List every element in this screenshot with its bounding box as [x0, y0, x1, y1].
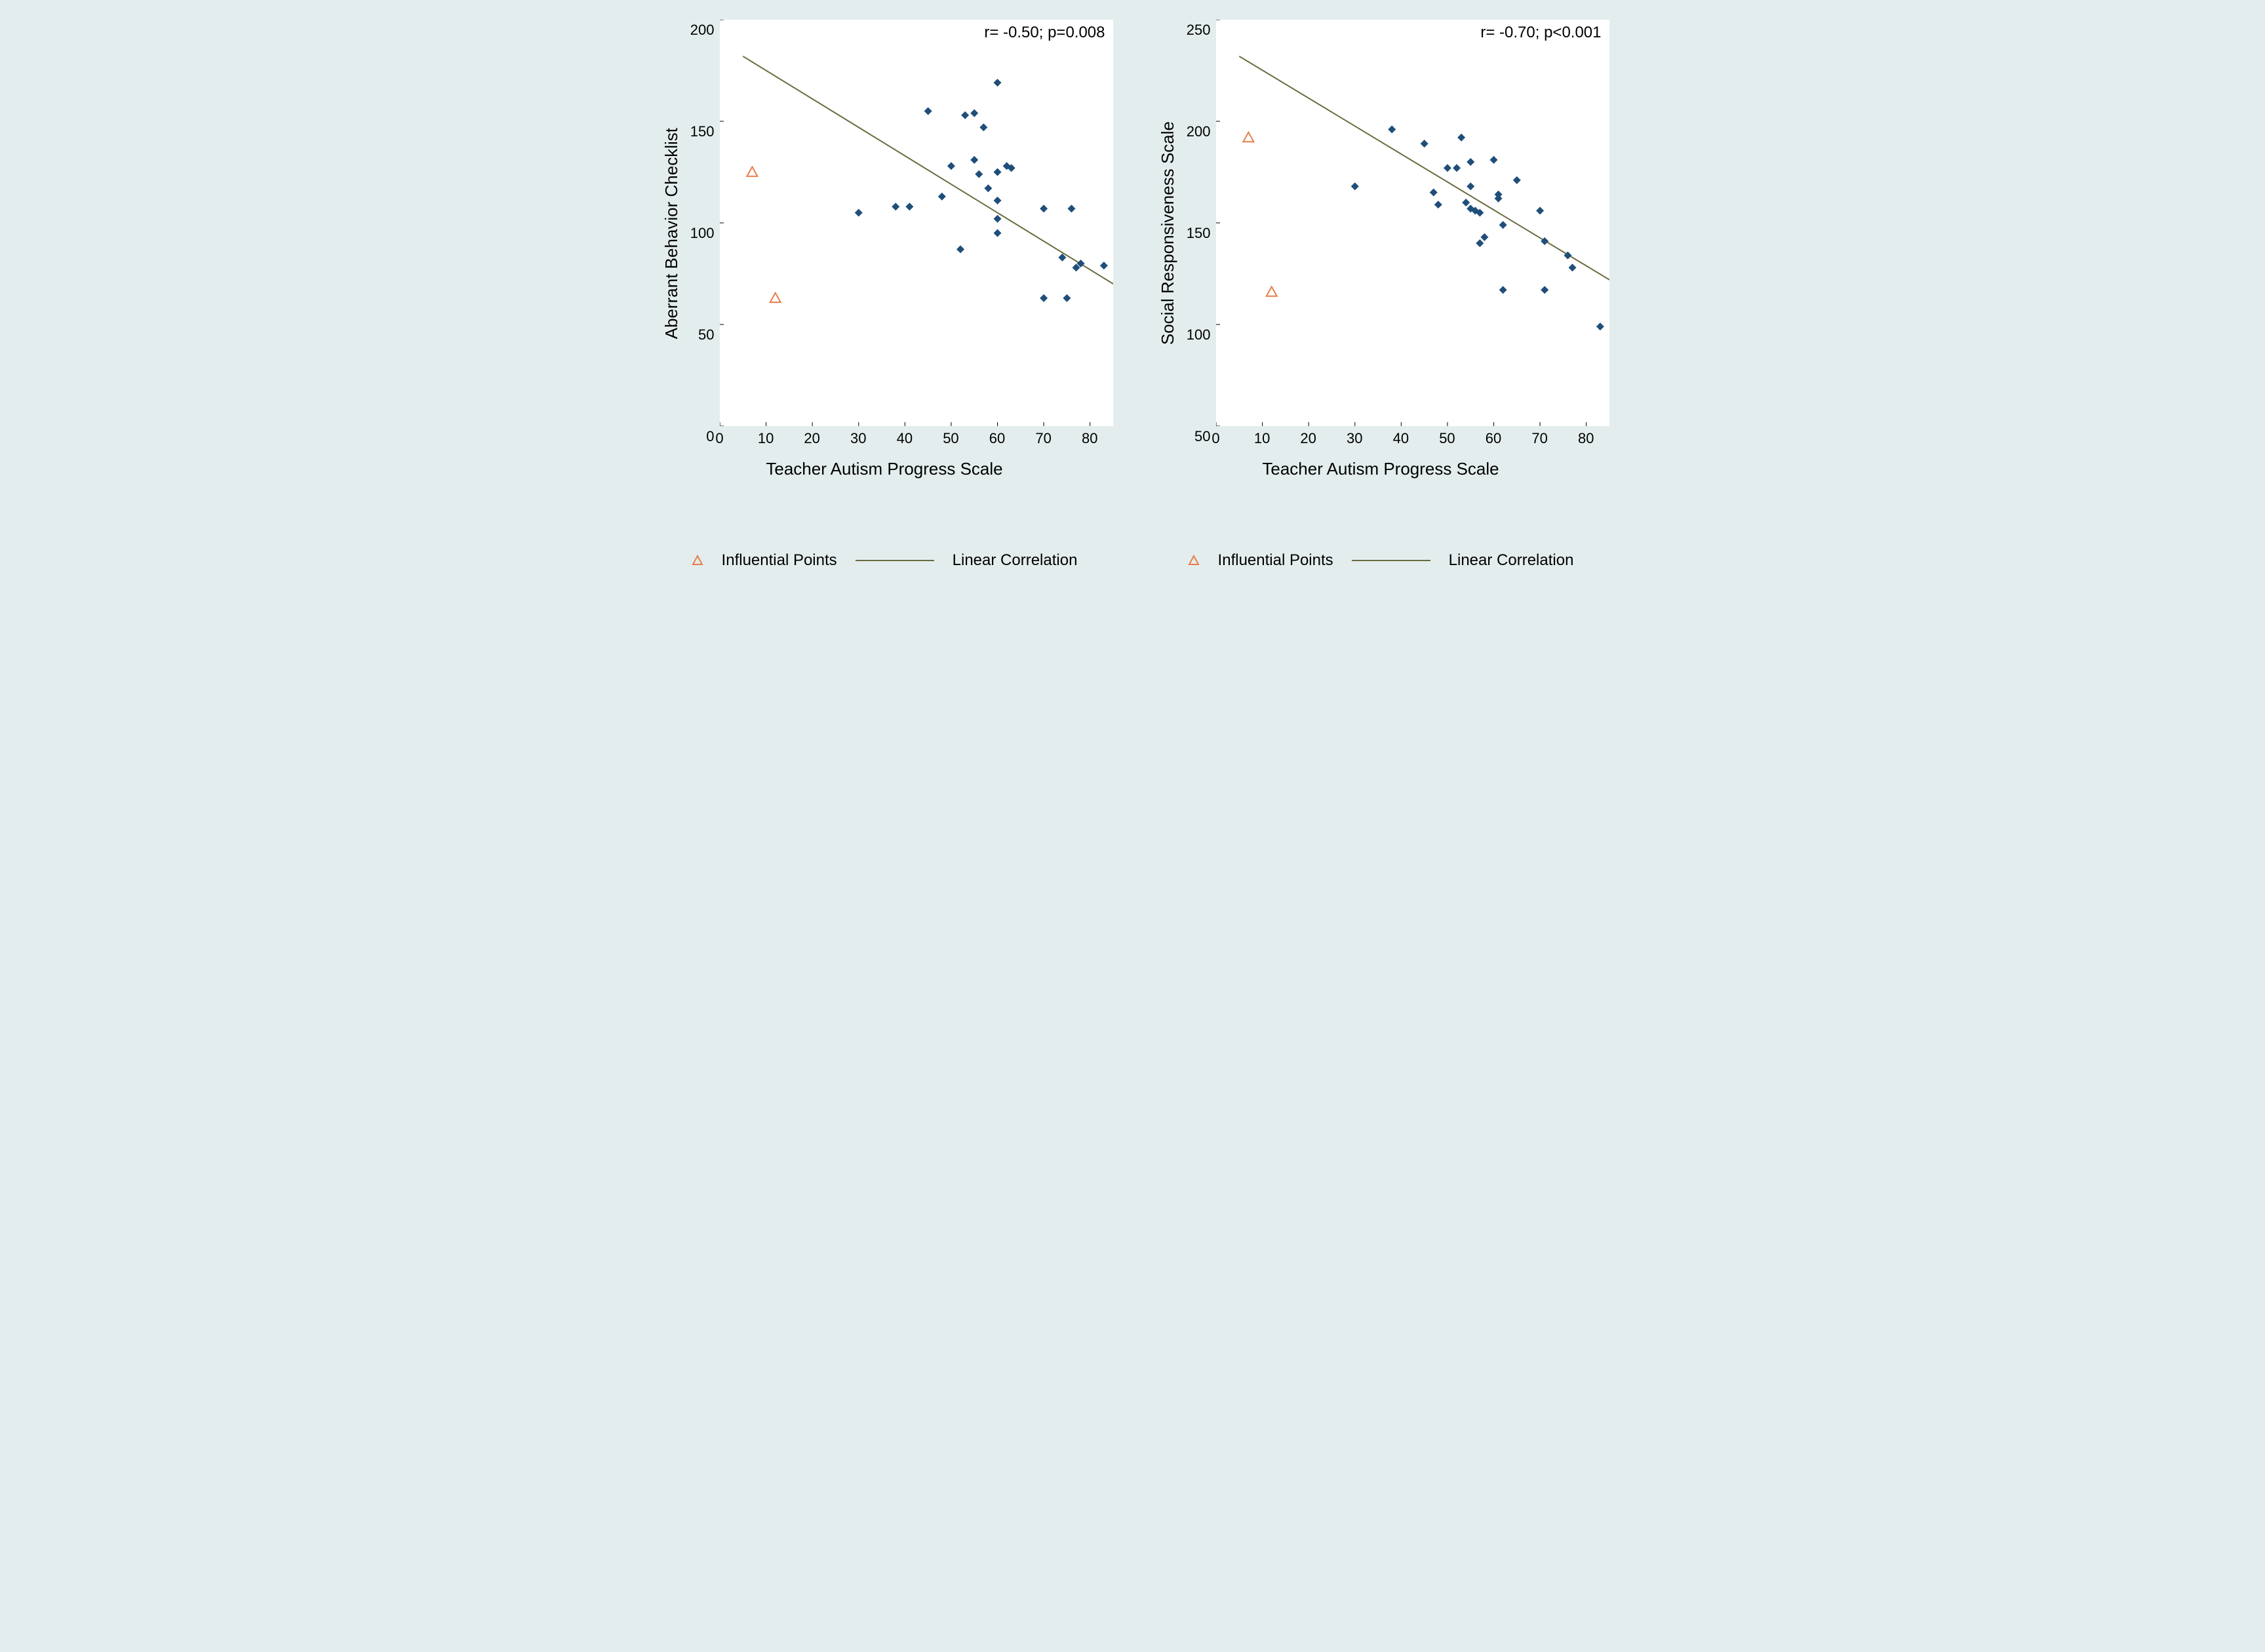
yticks-left: 200 150 100 50 0	[687, 30, 720, 437]
plot-area-left: r= -0.50; p=0.008	[720, 20, 1113, 426]
data-point	[854, 209, 862, 217]
legend-label-influential: Influential Points	[722, 551, 837, 570]
legend-label-linear: Linear Correlation	[953, 551, 1078, 570]
data-point	[1453, 164, 1461, 172]
plot-area-right: r= -0.70; p<0.001	[1216, 20, 1609, 426]
data-point	[1480, 233, 1488, 241]
data-point	[1462, 199, 1470, 206]
legend-label-linear: Linear Correlation	[1449, 551, 1574, 570]
influential-point	[770, 293, 780, 302]
xlabel-right: Teacher Autism Progress Scale	[1262, 459, 1499, 479]
data-point	[1099, 262, 1107, 269]
ylabel-left: Aberrant Behavior Checklist	[656, 128, 687, 339]
data-point	[993, 79, 1001, 87]
data-point	[1434, 201, 1442, 208]
data-point	[1467, 182, 1474, 190]
data-point	[970, 109, 978, 117]
data-point	[1443, 164, 1451, 172]
scatter-svg	[1216, 20, 1609, 426]
data-point	[1420, 140, 1428, 148]
data-point	[1536, 206, 1544, 214]
influential-point	[1243, 132, 1253, 142]
data-point	[947, 162, 955, 170]
data-point	[905, 203, 913, 210]
panel-left: Aberrant Behavior Checklist 200 150 100 …	[656, 20, 1113, 570]
panel-right: Social Responsiveness Scale 250 200 150 …	[1152, 20, 1609, 570]
xlabel-left: Teacher Autism Progress Scale	[766, 459, 1002, 479]
data-point	[993, 168, 1001, 176]
xticks-left: 0 10 20 30 40 50 60 70 80	[720, 431, 1113, 447]
data-point	[1350, 182, 1358, 190]
legend-left: Influential Points Linear Correlation	[692, 551, 1078, 570]
data-point	[970, 156, 978, 164]
data-point	[1040, 205, 1048, 212]
data-point	[937, 193, 945, 201]
yticks-right: 250 200 150 100 50	[1183, 30, 1216, 437]
data-point	[993, 197, 1001, 205]
data-point	[1541, 286, 1548, 294]
data-point	[979, 123, 987, 131]
legend-line-icon	[1352, 560, 1430, 561]
data-point	[984, 184, 992, 192]
data-point	[1476, 239, 1484, 247]
data-point	[1063, 294, 1071, 302]
figure: Aberrant Behavior Checklist 200 150 100 …	[0, 0, 2265, 583]
panels-row: Aberrant Behavior Checklist 200 150 100 …	[13, 20, 2252, 570]
ylabel-right: Social Responsiveness Scale	[1152, 121, 1183, 345]
scatter-svg	[720, 20, 1113, 426]
data-point	[892, 203, 899, 210]
legend-triangle-icon	[692, 555, 703, 566]
data-point	[1457, 134, 1465, 142]
data-point	[1067, 205, 1075, 212]
influential-point	[1266, 286, 1276, 296]
data-point	[1568, 264, 1576, 271]
data-point	[1494, 195, 1502, 203]
data-point	[993, 215, 1001, 223]
legend-triangle-icon	[1188, 555, 1200, 566]
legend-label-influential: Influential Points	[1218, 551, 1333, 570]
data-point	[924, 108, 932, 115]
data-point	[975, 170, 983, 178]
data-point	[1429, 189, 1437, 197]
data-point	[1489, 156, 1497, 164]
regression-line	[743, 56, 1113, 284]
data-point	[956, 245, 964, 253]
data-point	[1040, 294, 1048, 302]
data-point	[1388, 125, 1396, 133]
data-point	[1596, 323, 1604, 330]
influential-point	[747, 167, 757, 176]
xticks-right: 0 10 20 30 40 50 60 70 80	[1216, 431, 1609, 447]
data-point	[961, 111, 969, 119]
legend-line-icon	[856, 560, 934, 561]
regression-line	[1239, 56, 1609, 280]
data-point	[1467, 158, 1474, 166]
data-point	[1499, 221, 1507, 229]
data-point	[993, 229, 1001, 237]
data-point	[1499, 286, 1507, 294]
data-point	[1512, 176, 1520, 184]
legend-right: Influential Points Linear Correlation	[1188, 551, 1574, 570]
